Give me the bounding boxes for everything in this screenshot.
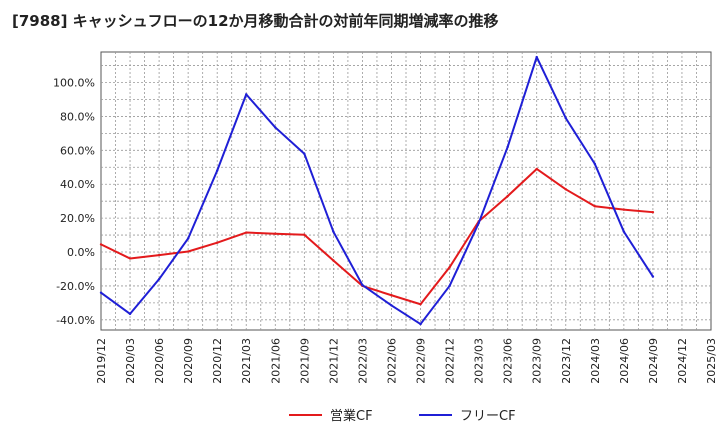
x-tick-label: 2022/09 [415, 338, 428, 384]
series-1-point [390, 294, 393, 297]
series-1-point [622, 208, 626, 211]
y-tick-label: 0.0% [67, 246, 95, 259]
x-tick-label: 2020/12 [211, 338, 224, 384]
series-2-point [99, 291, 103, 294]
series-1-point [128, 257, 132, 260]
series-2-point [448, 284, 451, 288]
series-1-point [535, 167, 538, 171]
series-2-point [390, 304, 393, 307]
series-2-point [303, 152, 306, 155]
y-tick-label: 40.0% [60, 178, 95, 191]
series-1-point [99, 243, 103, 246]
x-tick-label: 2023/12 [560, 338, 573, 384]
y-tick-label: -20.0% [56, 280, 95, 293]
legend-label-2: フリーCF [460, 409, 516, 424]
series-1-point [332, 259, 335, 262]
x-tick-label: 2023/03 [473, 338, 486, 384]
x-tick-label: 2022/06 [385, 338, 398, 384]
series-2-point [506, 145, 509, 149]
x-tick-label: 2021/12 [327, 338, 340, 384]
series-1-point [274, 232, 277, 235]
series-1-point [215, 241, 219, 244]
series-2-point [593, 162, 597, 166]
x-tick-label: 2021/09 [298, 338, 311, 384]
series-2-point [651, 275, 655, 278]
x-tick-label: 2024/09 [647, 338, 660, 384]
series-1-point [651, 210, 655, 214]
series-2-point [564, 116, 567, 120]
series-2-point [215, 169, 219, 172]
x-tick-label: 2023/09 [531, 338, 544, 384]
series-2-point [245, 93, 248, 96]
y-tick-label: 20.0% [60, 212, 95, 225]
x-tick-label: 2019/12 [95, 338, 108, 384]
x-tick-label: 2024/06 [618, 338, 631, 384]
x-tick-label: 2020/09 [182, 338, 195, 384]
series-2-point [622, 230, 626, 233]
series-2-point [186, 237, 190, 240]
series-line-2 [100, 56, 654, 326]
x-tick-label: 2021/06 [269, 338, 282, 384]
series-2-point [128, 312, 132, 316]
series-2-point [477, 222, 480, 225]
series-2-point [361, 283, 364, 287]
series-1-point [564, 188, 567, 191]
series-2-point [274, 126, 277, 129]
series-1-point [419, 303, 422, 306]
y-tick-label: -40.0% [56, 314, 95, 327]
y-tick-label: 60.0% [60, 144, 95, 157]
y-tick-label: 80.0% [60, 110, 95, 123]
x-tick-label: 2025/03 [705, 338, 718, 384]
series-1-point [593, 205, 597, 208]
series-1-point [303, 233, 306, 236]
x-tick-label: 2021/03 [240, 338, 253, 384]
x-tick-label: 2023/06 [502, 338, 515, 384]
plot-area [100, 51, 712, 331]
legend-label-1: 営業CF [330, 408, 373, 424]
series-2-point [332, 230, 335, 233]
series-2-point [157, 277, 161, 281]
series-2-point [419, 322, 422, 326]
x-tick-label: 2024/03 [589, 338, 602, 384]
series-1-point [186, 250, 190, 253]
x-tick-label: 2022/03 [356, 338, 369, 384]
series-2-point [535, 55, 538, 59]
x-tick-label: 2020/06 [153, 338, 166, 384]
series-1-point [157, 253, 161, 257]
y-tick-label: 100.0% [53, 77, 95, 90]
x-tick-label: 2024/12 [676, 338, 689, 384]
series-line-1 [100, 167, 653, 306]
x-tick-label: 2020/03 [124, 338, 137, 384]
x-tick-label: 2022/12 [444, 338, 457, 384]
chart-title: [7988] キャッシュフローの12か月移動合計の対前年同期増減率の推移 [12, 12, 499, 30]
series-1-point [506, 194, 509, 198]
series-1-point [245, 231, 248, 234]
series-1-point [448, 266, 451, 269]
